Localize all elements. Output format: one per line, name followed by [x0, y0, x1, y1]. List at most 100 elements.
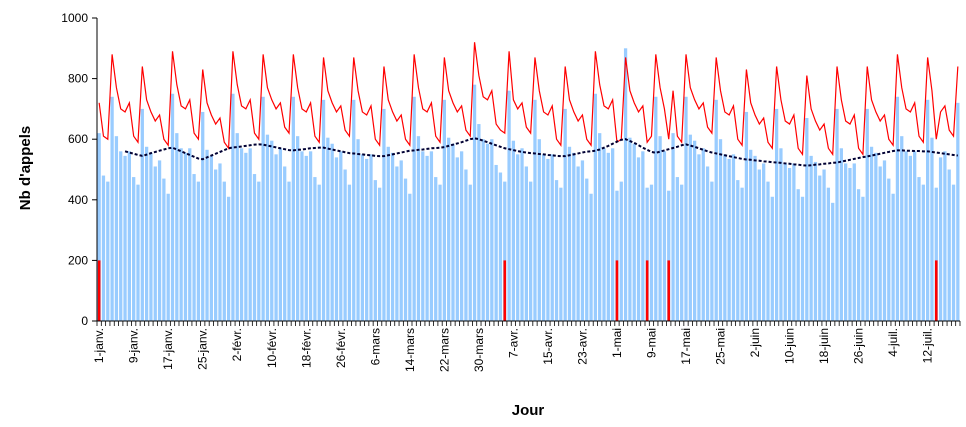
bar [904, 151, 908, 321]
bar [878, 166, 882, 321]
bar [412, 96, 416, 321]
bar [386, 146, 390, 321]
bar [835, 108, 839, 322]
bar [149, 152, 153, 321]
x-tick-label: 10-juin [783, 328, 797, 364]
bar [339, 151, 343, 321]
bar [537, 139, 541, 321]
bar [731, 154, 736, 321]
y-tick-label: 200 [68, 253, 88, 267]
bar [205, 149, 209, 321]
bar [541, 154, 546, 321]
bar [373, 180, 377, 321]
bar [403, 178, 408, 321]
bar [813, 161, 818, 321]
bar [930, 137, 934, 321]
bar [166, 193, 170, 321]
x-tick-label: 9-mai [644, 328, 658, 358]
spike [667, 260, 671, 321]
bar [645, 187, 649, 321]
bar [619, 181, 623, 321]
bar [326, 137, 330, 321]
bar [485, 143, 490, 321]
bar [239, 148, 244, 321]
bar [805, 117, 809, 322]
bar [503, 181, 507, 321]
bar [649, 184, 654, 321]
bar [615, 190, 619, 321]
bar [101, 175, 106, 321]
bar [757, 169, 761, 321]
x-tick-label: 17-mai [679, 328, 693, 365]
bar [300, 151, 304, 321]
bar [705, 166, 710, 321]
bar [697, 154, 701, 321]
bar [313, 177, 317, 321]
bar [913, 151, 917, 321]
bar [749, 149, 753, 321]
bar [274, 154, 278, 321]
bar [97, 133, 101, 321]
bar [598, 133, 602, 321]
x-tick-label: 4-juil. [886, 328, 900, 357]
bar [347, 184, 352, 321]
bar [550, 154, 554, 321]
bar [580, 160, 585, 321]
bar [257, 181, 261, 321]
bar [408, 193, 412, 321]
bar [252, 174, 257, 321]
bar [477, 124, 481, 321]
bar [464, 169, 468, 321]
bar [390, 152, 395, 321]
bar [533, 99, 537, 321]
bar [287, 181, 291, 321]
bar [481, 139, 485, 321]
bar [209, 155, 213, 321]
x-tick-label: 2-juin [748, 328, 762, 357]
bar [701, 148, 705, 321]
spike [934, 260, 938, 321]
y-axis-title: Nb d'appels [17, 126, 34, 210]
bar [546, 158, 550, 321]
bar [429, 151, 434, 321]
bar [800, 196, 805, 321]
bar [425, 155, 429, 321]
bar [330, 143, 334, 321]
bar [861, 196, 865, 321]
bar [887, 178, 891, 321]
bar [831, 202, 835, 321]
bar [736, 180, 740, 321]
bar [632, 143, 636, 321]
bar [787, 167, 792, 321]
bar [856, 189, 861, 321]
bar [934, 187, 938, 321]
bar [891, 193, 895, 321]
bar [382, 108, 386, 322]
bar [218, 163, 222, 321]
bar [183, 152, 188, 321]
bar [917, 177, 921, 321]
bar [688, 134, 692, 321]
bar [231, 93, 235, 321]
bar [334, 157, 339, 321]
bar [753, 155, 757, 321]
bar [451, 143, 455, 321]
bar [442, 99, 446, 321]
bar [718, 139, 723, 321]
y-tick-label: 400 [68, 193, 88, 207]
bar [270, 140, 274, 321]
bar [606, 152, 610, 321]
bar [162, 178, 166, 321]
bar [529, 181, 533, 321]
x-tick-label: 10-févr. [265, 328, 279, 368]
bar [494, 164, 498, 321]
bar [567, 146, 572, 321]
bar [106, 181, 110, 321]
bar [520, 148, 524, 321]
bar [869, 146, 874, 321]
bar [662, 151, 667, 321]
bar [925, 99, 930, 321]
bar [127, 151, 132, 321]
bar [192, 174, 196, 321]
x-tick-label: 25-janv. [196, 328, 210, 370]
